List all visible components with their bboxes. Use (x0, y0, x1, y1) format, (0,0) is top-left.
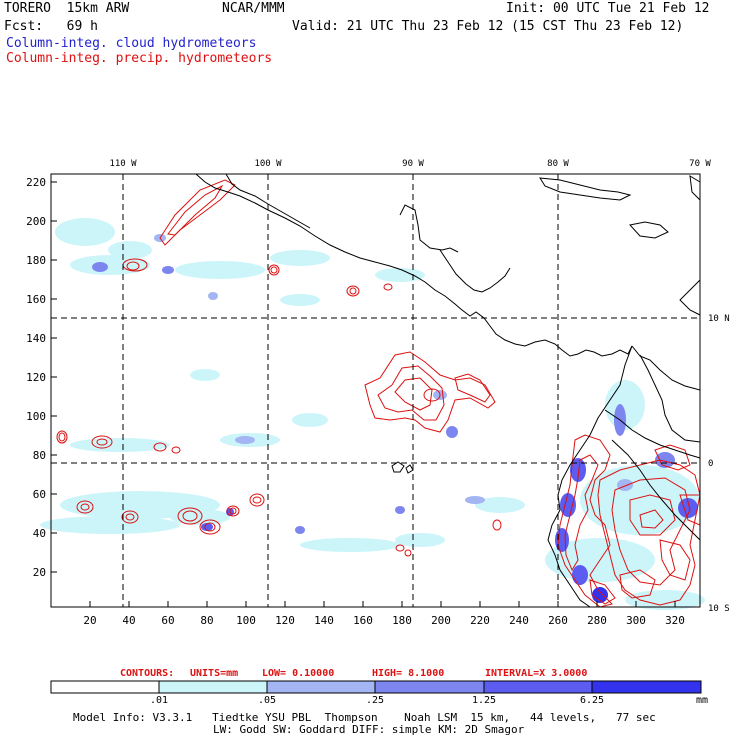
y-tick-label: 40 (33, 527, 46, 540)
x-tick-label: 260 (548, 614, 568, 627)
axis-ticks (51, 181, 676, 607)
x-tick-label: 220 (470, 614, 490, 627)
contour-low: LOW= 0.10000 (262, 668, 334, 679)
map-frame (50, 173, 701, 608)
y-tick-label: 220 (26, 176, 46, 189)
model-info: Model Info: V3.3.1 Tiedtke YSU PBL Thomp… (73, 711, 656, 724)
colorbar-unit: mm (695, 695, 709, 706)
x-tick-label: 180 (392, 614, 412, 627)
colorbar-segment (159, 681, 267, 693)
colorbar-label: 1.25 (471, 695, 497, 706)
forecast-hour: Fcst: 69 h (4, 19, 98, 34)
x-tick-label: 280 (587, 614, 607, 627)
y-tick-label: 160 (26, 293, 46, 306)
colorbar-label: .25 (365, 695, 385, 706)
field-cloud-label: Column-integ. cloud hydrometeors (6, 36, 257, 51)
colorbar-segment (267, 681, 375, 693)
colorbar (50, 680, 702, 694)
lat-label-10n: 10 N (708, 314, 730, 324)
x-tick-label: 60 (161, 614, 174, 627)
model-physics: LW: Godd SW: Goddard DIFF: simple KM: 2D… (213, 723, 525, 736)
x-tick-label: 120 (275, 614, 295, 627)
colorbar-label: 6.25 (579, 695, 605, 706)
y-tick-label: 120 (26, 371, 46, 384)
colorbar-segment (484, 681, 592, 693)
x-tick-label: 140 (314, 614, 334, 627)
colorbar-segment (51, 681, 159, 693)
lon-label-90w: 90 W (402, 159, 424, 169)
colorbar-label: .05 (257, 695, 277, 706)
x-tick-label: 160 (353, 614, 373, 627)
lat-lon-grid (51, 174, 700, 607)
y-tick-label: 200 (26, 215, 46, 228)
y-tick-label: 80 (33, 449, 46, 462)
lon-label-100w: 100 W (254, 159, 282, 169)
x-tick-label: 100 (236, 614, 256, 627)
coastlines (195, 173, 701, 608)
contour-units: UNITS=mm (190, 668, 238, 679)
center-label: NCAR/MMM (222, 1, 285, 16)
lat-label-10s: 10 S (708, 604, 730, 614)
colorbar-segment (375, 681, 484, 693)
colorbar-label: .01 (149, 695, 169, 706)
x-tick-label: 320 (665, 614, 685, 627)
y-tick-label: 60 (33, 488, 46, 501)
y-tick-label: 100 (26, 410, 46, 423)
y-tick-label: 20 (33, 566, 46, 579)
field-precip-label: Column-integ. precip. hydrometeors (6, 51, 273, 66)
contour-label: CONTOURS: (120, 668, 174, 679)
colorbar-segment (592, 681, 701, 693)
contour-high: HIGH= 8.1000 (372, 668, 444, 679)
lat-label-0: 0 (708, 459, 713, 469)
precip-contours (56, 179, 701, 608)
lon-label-70w: 70 W (689, 159, 711, 169)
x-tick-label: 20 (83, 614, 96, 627)
valid-time: Valid: 21 UTC Thu 23 Feb 12 (15 CST Thu … (292, 19, 684, 34)
y-tick-label: 140 (26, 332, 46, 345)
contour-interval: INTERVAL=X 3.0000 (485, 668, 587, 679)
x-tick-label: 240 (509, 614, 529, 627)
cloud-shading-light (40, 218, 705, 610)
x-tick-label: 80 (200, 614, 213, 627)
lon-label-110w: 110 W (109, 159, 137, 169)
model-name: TORERO 15km ARW (4, 1, 130, 16)
x-tick-label: 200 (431, 614, 451, 627)
x-tick-label: 40 (122, 614, 135, 627)
y-tick-label: 180 (26, 254, 46, 267)
lon-label-80w: 80 W (547, 159, 569, 169)
x-tick-label: 300 (626, 614, 646, 627)
init-time: Init: 00 UTC Tue 21 Feb 12 (506, 1, 710, 16)
